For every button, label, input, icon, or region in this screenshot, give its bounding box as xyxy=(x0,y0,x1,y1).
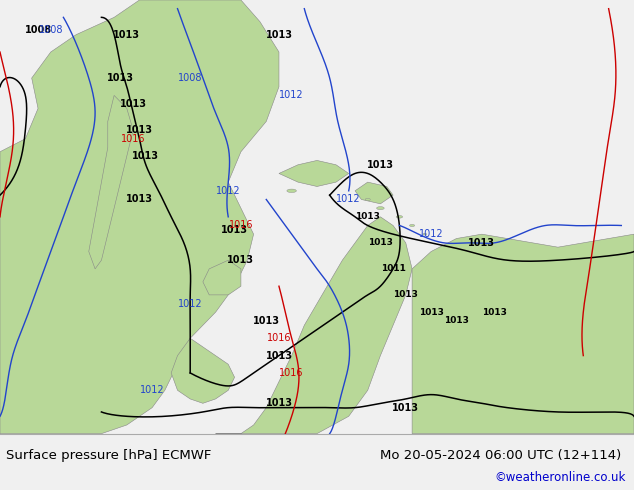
Text: 1013: 1013 xyxy=(113,30,140,40)
Text: 1012: 1012 xyxy=(419,229,443,239)
Polygon shape xyxy=(412,234,634,434)
Text: 1013: 1013 xyxy=(368,238,393,247)
Text: 1013: 1013 xyxy=(355,212,380,221)
Text: 1012: 1012 xyxy=(280,90,304,100)
Text: Surface pressure [hPa] ECMWF: Surface pressure [hPa] ECMWF xyxy=(6,449,212,463)
Text: 1016: 1016 xyxy=(121,134,145,144)
Text: 1013: 1013 xyxy=(107,73,134,83)
Text: 1013: 1013 xyxy=(367,160,394,170)
Text: 1013: 1013 xyxy=(393,291,418,299)
Text: 1012: 1012 xyxy=(140,385,164,395)
Text: 1016: 1016 xyxy=(280,368,304,378)
Text: Mo 20-05-2024 06:00 UTC (12+114): Mo 20-05-2024 06:00 UTC (12+114) xyxy=(380,449,622,463)
Text: 1013: 1013 xyxy=(418,308,444,317)
Polygon shape xyxy=(279,160,349,187)
Ellipse shape xyxy=(377,207,384,210)
Polygon shape xyxy=(89,96,133,269)
Ellipse shape xyxy=(423,233,427,235)
Text: 1013: 1013 xyxy=(126,125,153,135)
Text: 1016: 1016 xyxy=(229,220,253,230)
Polygon shape xyxy=(203,260,241,295)
Text: 1013: 1013 xyxy=(469,238,495,248)
Text: 1013: 1013 xyxy=(482,308,507,317)
Text: 1008: 1008 xyxy=(39,25,63,35)
Text: 1008: 1008 xyxy=(178,73,202,83)
Text: 1013: 1013 xyxy=(266,30,292,40)
Text: 1013: 1013 xyxy=(221,225,248,235)
Polygon shape xyxy=(355,182,393,204)
Text: 1013: 1013 xyxy=(228,255,254,265)
Text: 1011: 1011 xyxy=(380,265,406,273)
Text: 1013: 1013 xyxy=(266,398,292,408)
Text: 1012: 1012 xyxy=(178,298,202,309)
Ellipse shape xyxy=(287,189,296,193)
Ellipse shape xyxy=(410,224,415,226)
Text: 1013: 1013 xyxy=(266,350,292,361)
Polygon shape xyxy=(171,338,235,403)
Polygon shape xyxy=(216,217,412,434)
Text: 1013: 1013 xyxy=(392,403,419,413)
Text: 1012: 1012 xyxy=(337,195,361,204)
Text: 1013: 1013 xyxy=(126,195,153,204)
Ellipse shape xyxy=(396,216,403,218)
Text: 1013: 1013 xyxy=(120,99,146,109)
Text: 1016: 1016 xyxy=(267,333,291,343)
Text: 1008: 1008 xyxy=(25,25,51,35)
Polygon shape xyxy=(0,0,279,434)
Text: 1013: 1013 xyxy=(253,316,280,326)
Text: 1013: 1013 xyxy=(444,317,469,325)
Text: 1013: 1013 xyxy=(133,151,159,161)
Text: 1012: 1012 xyxy=(216,186,240,196)
Text: ©weatheronline.co.uk: ©weatheronline.co.uk xyxy=(495,471,626,484)
Ellipse shape xyxy=(365,198,370,200)
